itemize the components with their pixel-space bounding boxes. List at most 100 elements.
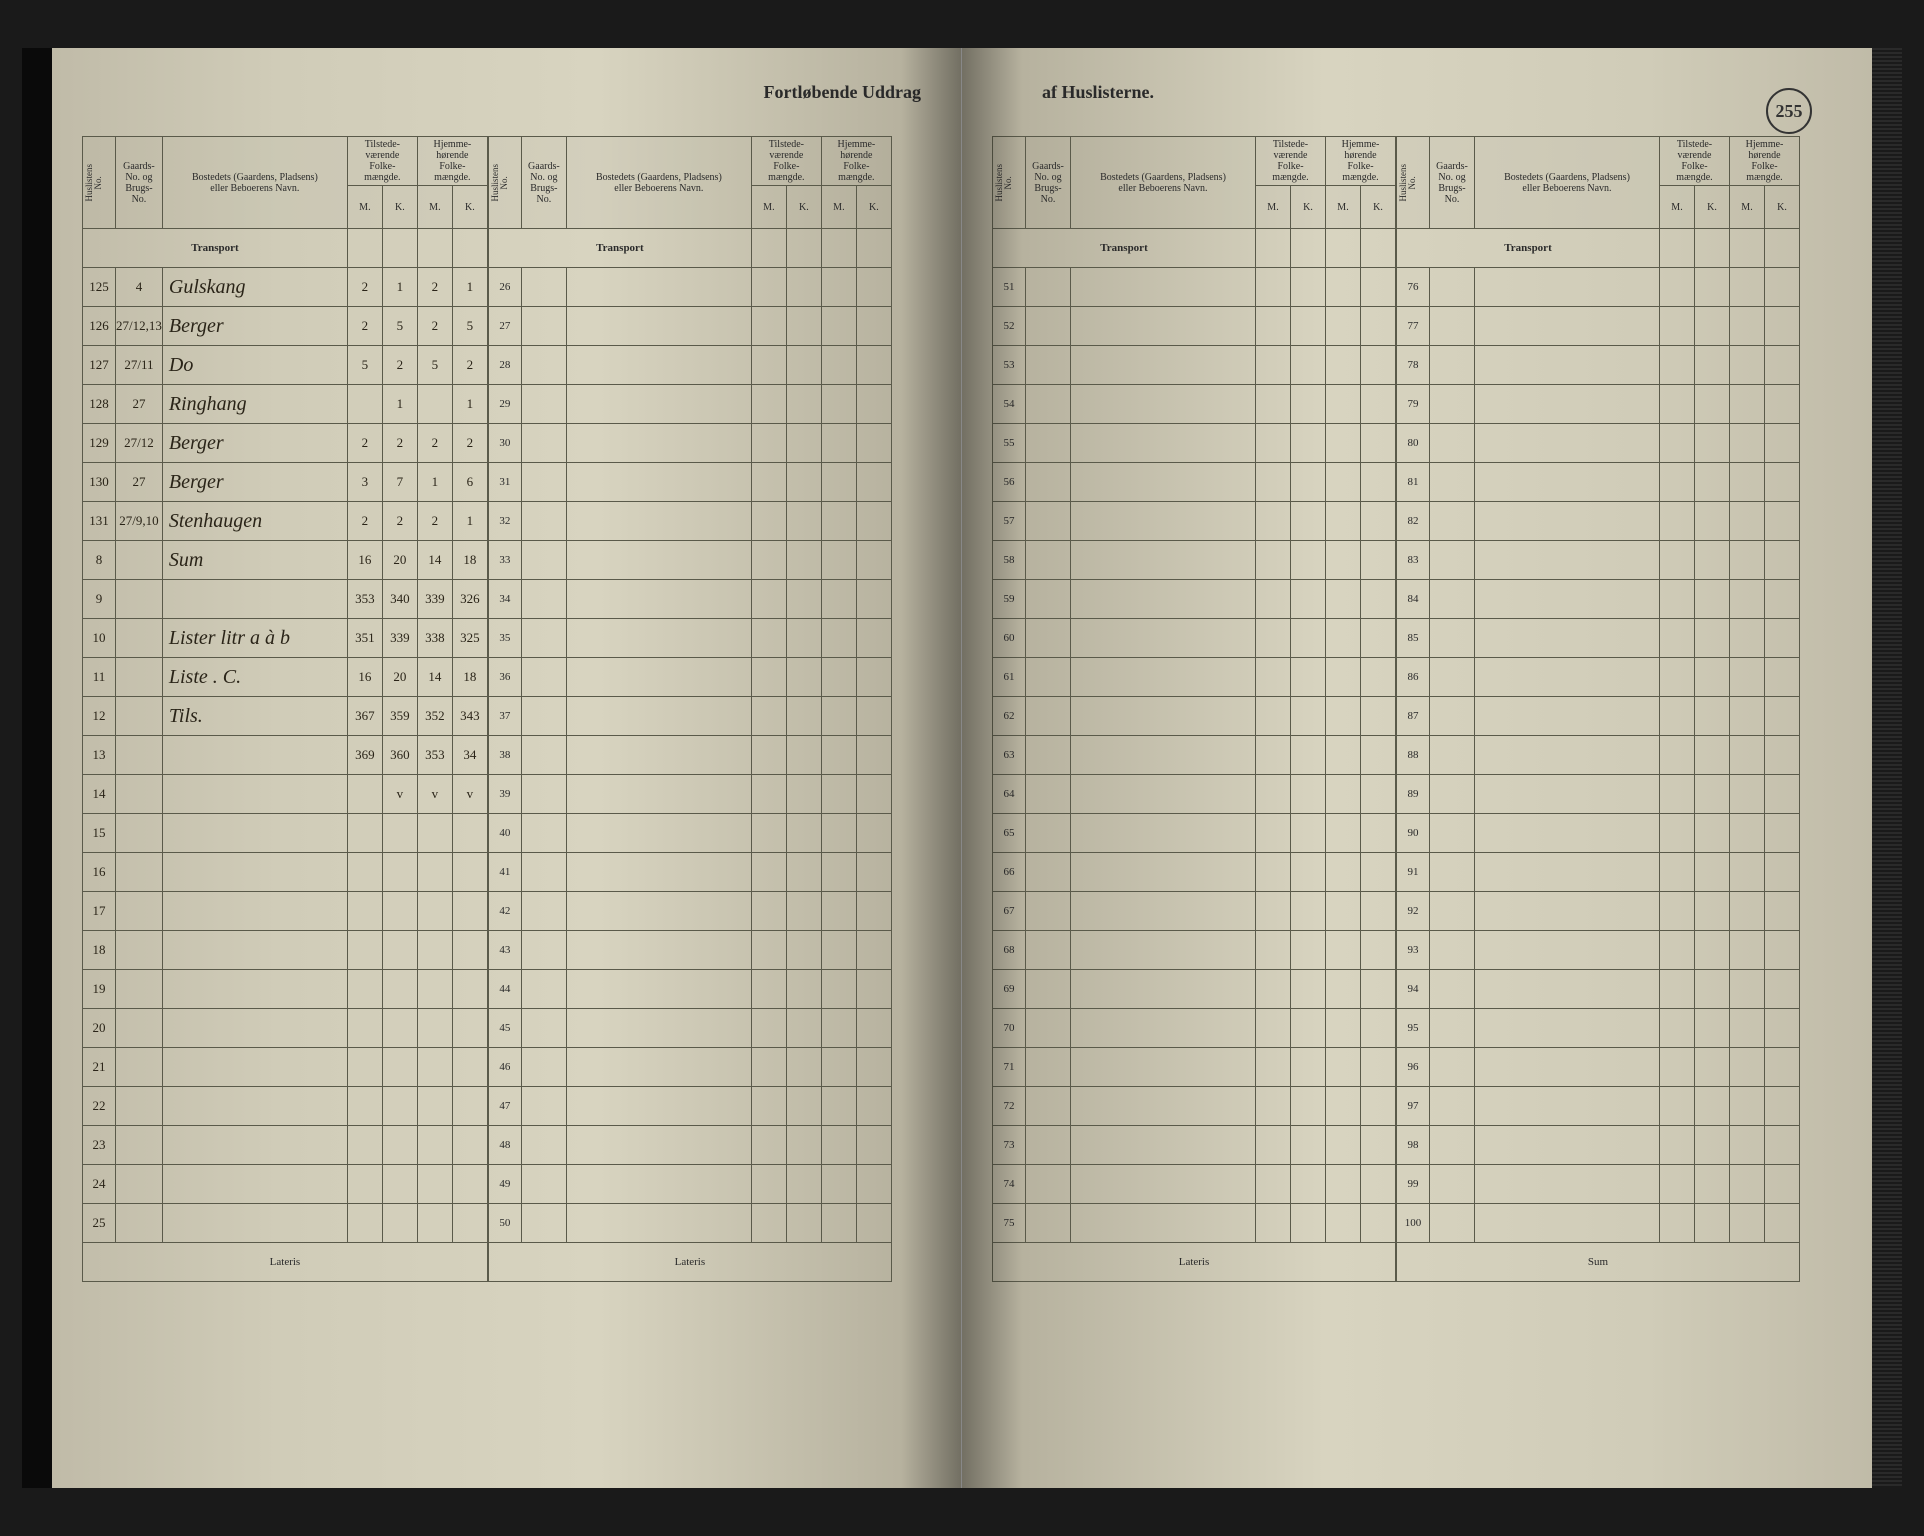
table-row: 8 Sum 16 20 14 18 [83,541,488,580]
cell-tk: 2 [382,502,417,541]
table-row: 64 [993,775,1396,814]
cell-tk [382,1126,417,1165]
binding-edge-right [1872,48,1902,1488]
cell-name [162,736,347,775]
cell-hk: 2 [452,424,487,463]
cell-hm: 2 [417,502,452,541]
col-gaards: Gaards-No. ogBrugs-No. [1026,137,1071,229]
cell-hus: 16 [83,853,116,892]
cell-tm: 16 [347,541,382,580]
table-row: 10 Lister litr a à b 351 339 338 325 [83,619,488,658]
cell-hk: 326 [452,580,487,619]
cell-hus: 66 [993,853,1026,892]
table-row: 81 [1397,463,1800,502]
cell-hus: 40 [488,814,521,853]
col-m: M. [1660,186,1695,229]
table-row: 13 369 360 353 34 [83,736,488,775]
page-title-right: af Huslisterne. [1042,82,1154,103]
cell-hus: 65 [993,814,1026,853]
table-row: 35 [488,619,891,658]
cell-hus: 61 [993,658,1026,697]
col-bosted: Bostedets (Gaardens, Pladsens)eller Bebo… [1071,137,1256,229]
cell-tm: 2 [347,307,382,346]
cell-hus: 58 [993,541,1026,580]
cell-hm [417,853,452,892]
cell-hus: 78 [1397,346,1430,385]
cell-name [162,931,347,970]
col-hjemme: Hjemme-hørendeFolke-mængde. [1326,137,1396,186]
cell-hus: 41 [488,853,521,892]
cell-name [162,970,347,1009]
cell-tm [347,385,382,424]
cell-hus: 25 [83,1204,116,1243]
cell-gaard [116,541,163,580]
table-row: 49 [488,1165,891,1204]
cell-hus: 48 [488,1126,521,1165]
table-row: 30 [488,424,891,463]
cell-hm [417,1126,452,1165]
cell-hk [452,1009,487,1048]
table-row: 42 [488,892,891,931]
table-row: 53 [993,346,1396,385]
cell-hm [417,1204,452,1243]
cell-hus: 100 [1397,1204,1430,1243]
cell-tk: 359 [382,697,417,736]
col-hjemme: Hjemme-hørendeFolke-mængde. [1730,137,1800,186]
table-row: 90 [1397,814,1800,853]
cell-name [162,775,347,814]
cell-hus: 99 [1397,1165,1430,1204]
cell-hus: 46 [488,1048,521,1087]
cell-name: Ringhang [162,385,347,424]
table-row: 23 [83,1126,488,1165]
cell-hus: 90 [1397,814,1430,853]
cell-hus: 91 [1397,853,1430,892]
cell-hk: 18 [452,541,487,580]
cell-hus: 92 [1397,892,1430,931]
cell-hus: 63 [993,736,1026,775]
table-row: 130 27 Berger 3 7 1 6 [83,463,488,502]
table-row: 25 [83,1204,488,1243]
table-row: 87 [1397,697,1800,736]
table-row: 99 [1397,1165,1800,1204]
table-row: 43 [488,931,891,970]
cell-hm: 338 [417,619,452,658]
table-row: 96 [1397,1048,1800,1087]
cell-tk [382,931,417,970]
cell-tm [347,814,382,853]
cell-hus: 126 [83,307,116,346]
cell-tm [347,931,382,970]
table-row: 129 27/12 Berger 2 2 2 2 [83,424,488,463]
cell-hus: 43 [488,931,521,970]
cell-gaard: 27/12,13 [116,307,163,346]
table-row: 51 [993,268,1396,307]
cell-hus: 31 [488,463,521,502]
table-row: 11 Liste . C. 16 20 14 18 [83,658,488,697]
cell-gaard [116,892,163,931]
cell-hus: 29 [488,385,521,424]
cell-hus: 28 [488,346,521,385]
cell-hus: 42 [488,892,521,931]
table-row: 15 [83,814,488,853]
cell-gaard [116,1126,163,1165]
col-gaards: Gaards-No. ogBrugs-No. [521,137,566,229]
table-row: 12 Tils. 367 359 352 343 [83,697,488,736]
table-row: 19 [83,970,488,1009]
col-tilstede: Tilstede-værendeFolke-mængde. [751,137,821,186]
table-row: 29 [488,385,891,424]
cell-hus: 32 [488,502,521,541]
cell-gaard: 27/9,10 [116,502,163,541]
cell-tm [347,1126,382,1165]
cell-hk: 5 [452,307,487,346]
col-tilstede: Tilstede-værendeFolke-mængde. [347,137,417,186]
col-bosted: Bostedets (Gaardens, Pladsens)eller Bebo… [162,137,347,229]
cell-name: Gulskang [162,268,347,307]
cell-name: Lister litr a à b [162,619,347,658]
cell-hus: 131 [83,502,116,541]
cell-tm [347,853,382,892]
cell-tm [347,1048,382,1087]
table-row: 97 [1397,1087,1800,1126]
cell-gaard: 27 [116,463,163,502]
footer-label: Sum [1397,1243,1800,1282]
cell-hk [452,1204,487,1243]
cell-hus: 69 [993,970,1026,1009]
